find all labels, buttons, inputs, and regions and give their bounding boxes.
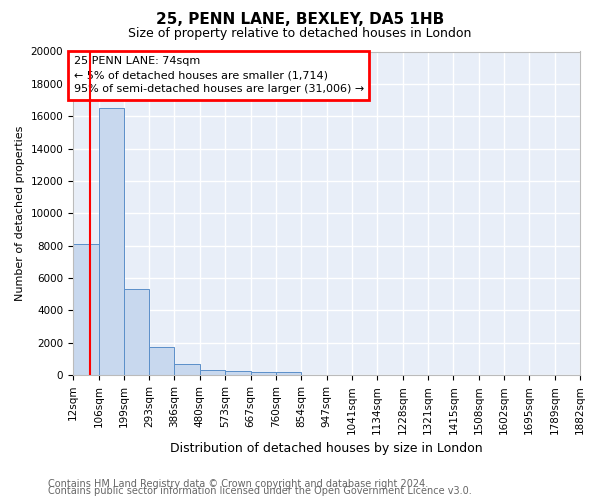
Text: Contains public sector information licensed under the Open Government Licence v3: Contains public sector information licen…: [48, 486, 472, 496]
Bar: [175, 364, 200, 375]
Text: Size of property relative to detached houses in London: Size of property relative to detached ho…: [128, 28, 472, 40]
Text: 25, PENN LANE, BEXLEY, DA5 1HB: 25, PENN LANE, BEXLEY, DA5 1HB: [156, 12, 444, 28]
Bar: [124, 290, 149, 375]
Bar: [200, 370, 225, 375]
X-axis label: Distribution of detached houses by size in London: Distribution of detached houses by size …: [170, 442, 483, 455]
Text: 25 PENN LANE: 74sqm
← 5% of detached houses are smaller (1,714)
95% of semi-deta: 25 PENN LANE: 74sqm ← 5% of detached hou…: [74, 56, 364, 94]
Bar: [98, 108, 124, 375]
Bar: [251, 372, 276, 375]
Bar: [225, 372, 251, 375]
Bar: [149, 347, 175, 375]
Y-axis label: Number of detached properties: Number of detached properties: [15, 126, 25, 301]
Text: Contains HM Land Registry data © Crown copyright and database right 2024.: Contains HM Land Registry data © Crown c…: [48, 479, 428, 489]
Bar: [73, 244, 98, 375]
Bar: [276, 372, 301, 375]
